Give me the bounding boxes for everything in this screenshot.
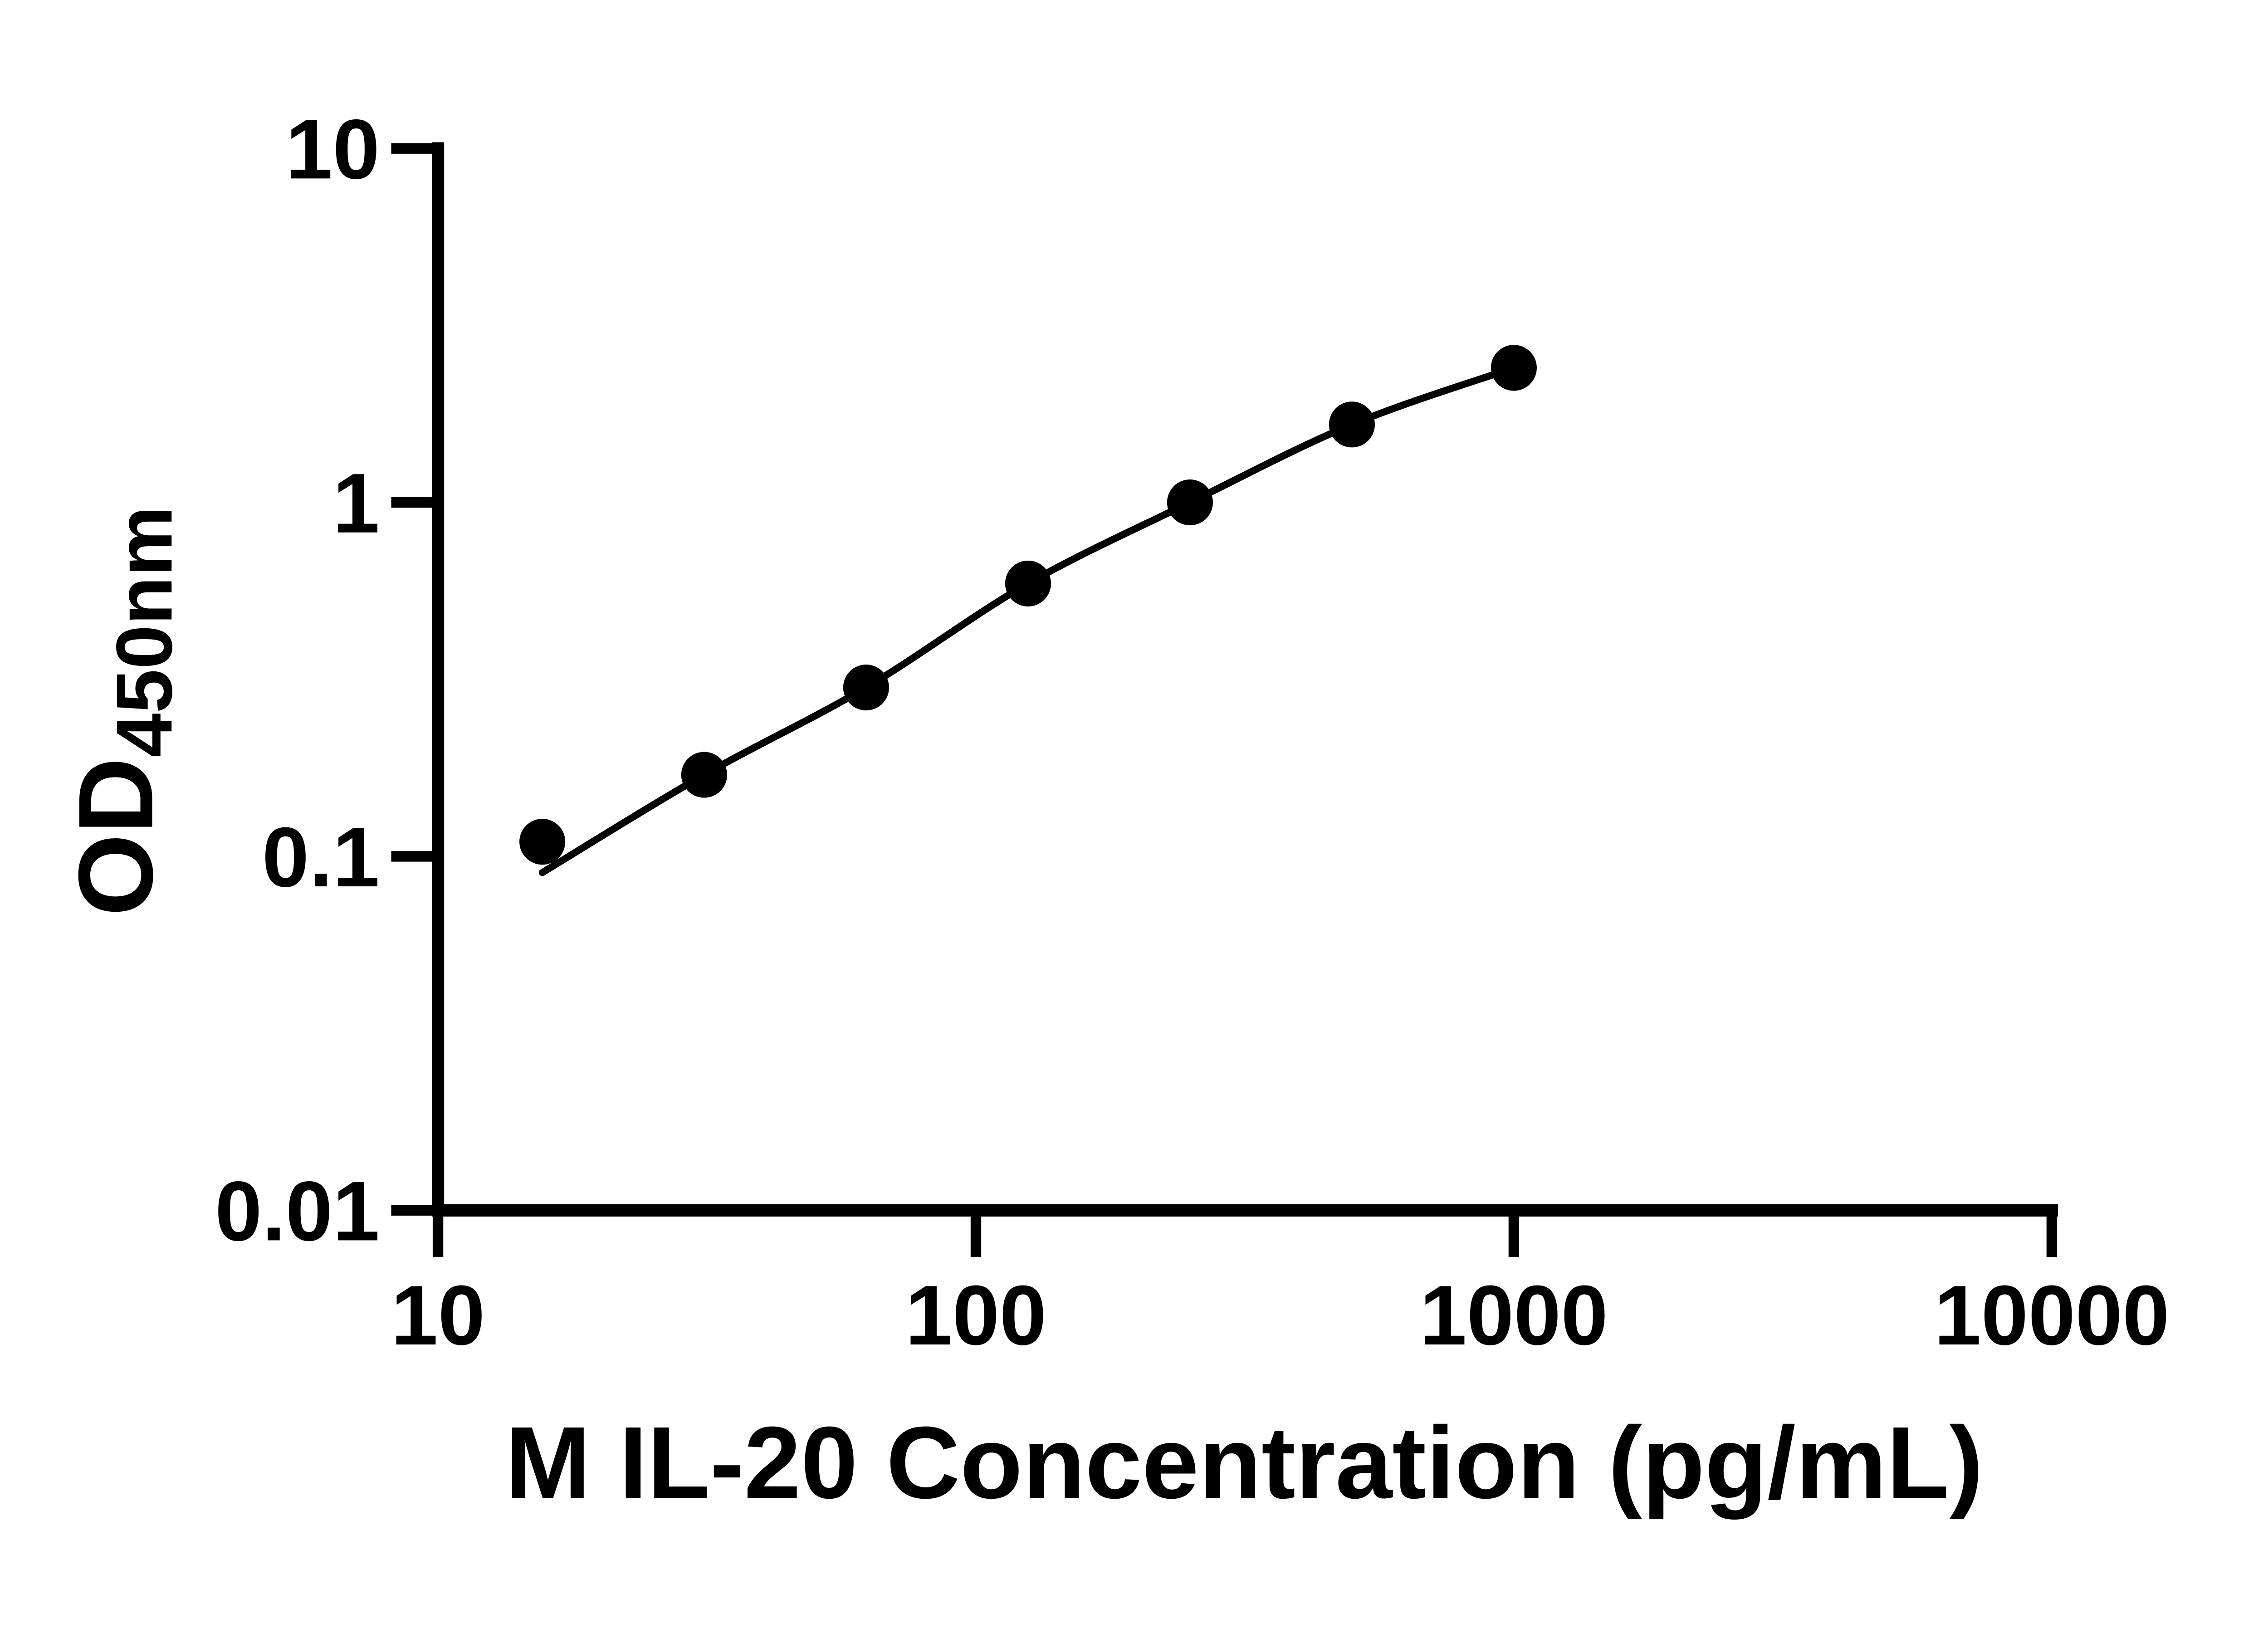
y-axis-title-subscript: 450nm: [100, 506, 189, 758]
data-point-marker: [1329, 401, 1375, 448]
data-point-marker: [1005, 560, 1051, 606]
data-point-marker: [519, 819, 566, 865]
data-point-marker: [1491, 345, 1537, 391]
axes-frame: [431, 142, 2058, 1217]
elisa-standard-curve-figure: 10 1 0.1 0.01 10 100 1000 10000 M IL-20 Concentr…: [57, 102, 2170, 1520]
data-point-marker: [1167, 479, 1213, 526]
data-point-marker: [843, 665, 889, 711]
y-axis-tick-label-0.1: 0.1: [262, 810, 380, 905]
x-axis-tick-label-100: 100: [905, 1268, 1046, 1363]
y-axis-tick-label-10: 10: [286, 102, 380, 196]
y-axis-tick-label-0.01: 0.01: [215, 1164, 380, 1258]
data-point-marker: [681, 752, 727, 798]
y-axis-tick-label-1: 1: [332, 456, 380, 551]
x-axis-tick-label-10000: 10000: [1934, 1268, 2170, 1363]
x-axis-tick-label-10: 10: [391, 1268, 485, 1363]
x-axis-tick-label-1000: 1000: [1420, 1268, 1608, 1363]
fit-curve-line: [538, 364, 1518, 876]
y-axis-title-main: OD: [57, 758, 175, 916]
x-axis-title: M IL-20 Concentration (pg/mL): [505, 1405, 1983, 1520]
y-axis-title: OD450nm: [57, 506, 189, 916]
